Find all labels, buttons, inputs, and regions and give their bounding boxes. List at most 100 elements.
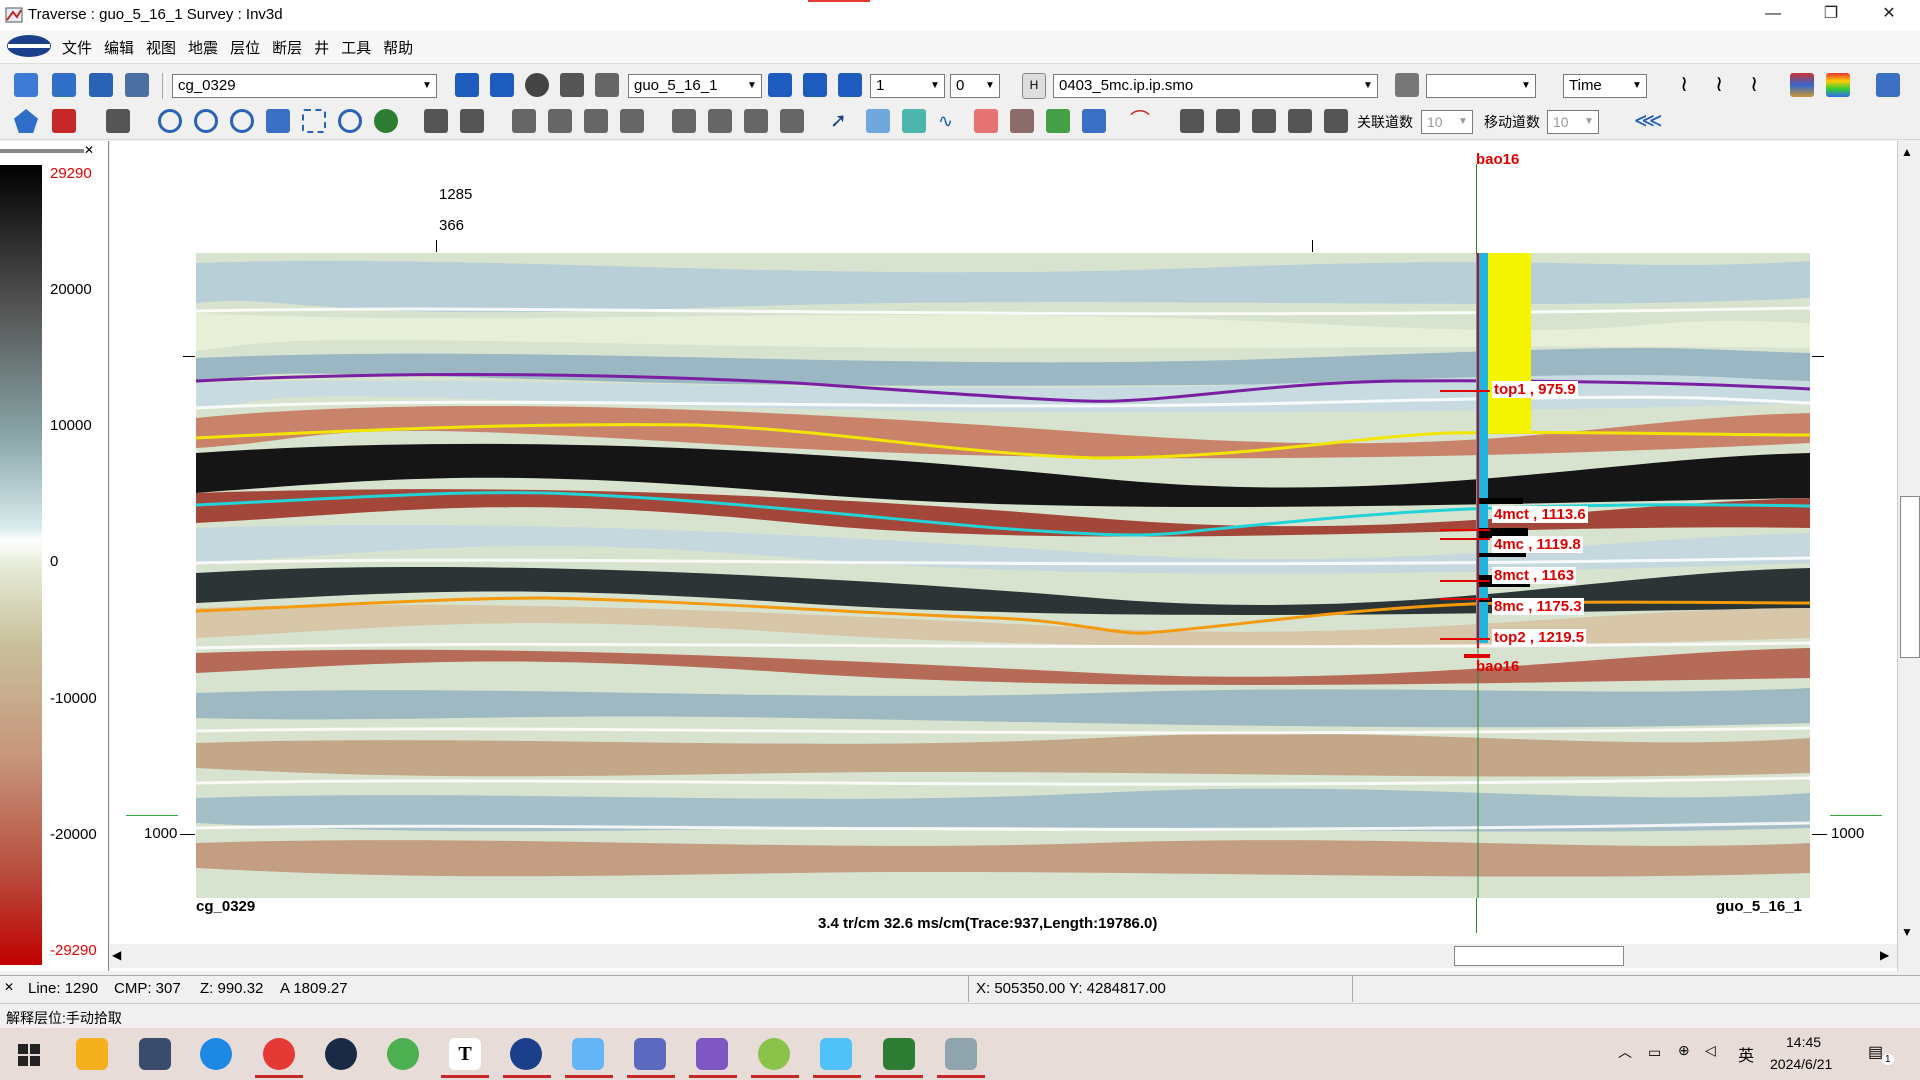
scroll-right-icon[interactable]: ▶ — [1880, 948, 1890, 962]
well-name-bottom[interactable]: bao16 — [1476, 658, 1520, 675]
clock-date[interactable]: 2024/6/21 — [1770, 1056, 1833, 1072]
refresh-icon[interactable] — [374, 109, 398, 133]
well-top-label[interactable]: 8mc , 1175.3 — [1492, 598, 1584, 615]
print-icon[interactable] — [125, 73, 149, 97]
zoom-fit-icon[interactable] — [338, 109, 362, 133]
menu-well[interactable]: 井 — [314, 40, 330, 57]
spectrum-icon[interactable]: ⌒ — [1130, 110, 1150, 132]
zoom-box-icon[interactable] — [266, 109, 290, 133]
list-icon[interactable] — [1082, 109, 1106, 133]
open-folder-icon[interactable] — [52, 73, 76, 97]
settings-icon[interactable] — [1876, 73, 1900, 97]
color-display-icon[interactable] — [1790, 73, 1814, 97]
h-button[interactable]: H — [1022, 73, 1046, 99]
view-1-icon[interactable] — [1180, 109, 1204, 133]
app-icon-map[interactable] — [758, 1038, 790, 1070]
menu-view[interactable]: 视图 — [146, 40, 177, 57]
cat-app-icon[interactable] — [139, 1038, 171, 1070]
fit-icon[interactable] — [302, 109, 326, 133]
view-2-icon[interactable] — [1216, 109, 1240, 133]
pointer-icon[interactable]: ➚ — [830, 110, 847, 132]
color-combo[interactable]: ▼ — [1426, 74, 1536, 98]
clock-time[interactable]: 14:45 — [1786, 1034, 1822, 1050]
offset-combo[interactable]: 0 ▼ — [950, 74, 1000, 98]
zoom-in-icon[interactable] — [158, 109, 182, 133]
app-icon-wave[interactable] — [820, 1038, 852, 1070]
last-icon[interactable] — [838, 73, 862, 97]
scroll-thumb[interactable] — [1454, 946, 1624, 966]
view-5-icon[interactable] — [1324, 109, 1348, 133]
scroll-up-icon[interactable]: ▲ — [1901, 145, 1913, 159]
speaker-icon[interactable]: ◁ — [1705, 1042, 1716, 1058]
battery-icon[interactable]: ▭ — [1648, 1044, 1662, 1060]
wave-icon[interactable]: ∿ — [938, 111, 954, 131]
app-icon-log[interactable] — [696, 1038, 728, 1070]
well-top-label[interactable]: 4mc , 1119.8 — [1492, 536, 1583, 553]
menu-edit[interactable]: 编辑 — [104, 40, 135, 57]
chevron-up-icon[interactable]: ︿ — [1618, 1044, 1632, 1060]
traverse-app-icon[interactable] — [945, 1038, 977, 1070]
windows-start-icon[interactable] — [18, 1044, 40, 1066]
colorbar-icon[interactable] — [1826, 73, 1850, 97]
line-combo[interactable]: cg_0329 ▼ — [172, 74, 437, 98]
select-trace-icon[interactable] — [902, 109, 926, 133]
horizon-yellow[interactable] — [196, 423, 1810, 460]
well-log-icon[interactable] — [780, 109, 804, 133]
view-4-icon[interactable] — [1288, 109, 1312, 133]
fault-merge-icon[interactable] — [584, 109, 608, 133]
notification-icon[interactable]: ▤ — [1868, 1044, 1884, 1061]
volume-combo[interactable]: 0403_5mc.ip.ip.smo ▼ — [1053, 74, 1378, 98]
wechat-icon[interactable] — [387, 1038, 419, 1070]
zoom-out-icon[interactable] — [194, 109, 218, 133]
well-tie-icon[interactable] — [672, 109, 696, 133]
menu-horizon[interactable]: 层位 — [230, 40, 261, 57]
horizon-edit-icon[interactable] — [460, 109, 484, 133]
panel-splitter[interactable] — [0, 149, 84, 153]
first-icon[interactable] — [455, 73, 479, 97]
geoeast-icon[interactable] — [510, 1038, 542, 1070]
record-icon[interactable] — [560, 73, 584, 97]
new-icon[interactable] — [14, 73, 38, 97]
well-top-label[interactable]: 8mct , 1163 — [1492, 567, 1577, 584]
globe-icon[interactable]: ⊕ — [1678, 1042, 1690, 1058]
vertical-scrollbar[interactable]: ▲ ▼ — [1897, 141, 1920, 971]
wiggle-variable-icon[interactable]: ≀ — [1715, 71, 1724, 96]
previous-icon[interactable] — [490, 73, 514, 97]
delete-icon[interactable] — [52, 109, 76, 133]
pause-icon[interactable] — [768, 73, 792, 97]
copy-icon[interactable] — [106, 109, 130, 133]
traverse-icon[interactable] — [595, 73, 619, 97]
minimize-button[interactable]: — — [1765, 5, 1781, 22]
save-icon[interactable] — [89, 73, 113, 97]
fault-split-icon[interactable] — [620, 109, 644, 133]
traverse-combo[interactable]: guo_5_16_1 ▼ — [628, 74, 762, 98]
menu-help[interactable]: 帮助 — [383, 40, 414, 57]
wiggle-icon[interactable]: ≀ — [1680, 71, 1689, 96]
well-move-icon[interactable] — [744, 109, 768, 133]
horizontal-scrollbar[interactable]: ◀ ▶ — [110, 944, 1897, 968]
maximize-button[interactable]: ❐ — [1823, 5, 1839, 22]
close-button[interactable]: ✕ — [1882, 5, 1896, 22]
color-swatch-icon[interactable] — [1395, 73, 1419, 97]
scroll-left-icon[interactable]: ◀ — [112, 948, 122, 962]
wiggle-fill-icon[interactable]: ≀ — [1750, 71, 1759, 96]
domain-combo[interactable]: Time ▼ — [1563, 74, 1647, 98]
ime-indicator[interactable]: 英 — [1738, 1048, 1755, 1065]
layers-icon[interactable] — [1010, 109, 1034, 133]
chrome-icon[interactable] — [263, 1038, 295, 1070]
fault-pick-icon[interactable] — [512, 109, 536, 133]
app-icon-bars[interactable] — [634, 1038, 666, 1070]
linked-traces-combo[interactable]: 10 ▼ — [1421, 110, 1473, 134]
scroll-thumb[interactable] — [1900, 496, 1920, 658]
step-combo[interactable]: 1 ▼ — [870, 74, 945, 98]
grid-icon[interactable] — [1046, 109, 1070, 133]
app-icon-window[interactable] — [883, 1038, 915, 1070]
view-3-icon[interactable] — [1252, 109, 1276, 133]
menu-file[interactable]: 文件 — [62, 40, 93, 57]
move-traces-combo[interactable]: 10 ▼ — [1547, 110, 1599, 134]
close-icon[interactable]: ✕ — [4, 980, 15, 994]
steam-icon[interactable] — [325, 1038, 357, 1070]
horizon-pick-icon[interactable] — [424, 109, 448, 133]
traverse-wave-icon[interactable]: ⋘ — [1634, 110, 1663, 132]
well-top-label[interactable]: 4mct , 1113.6 — [1492, 506, 1588, 523]
